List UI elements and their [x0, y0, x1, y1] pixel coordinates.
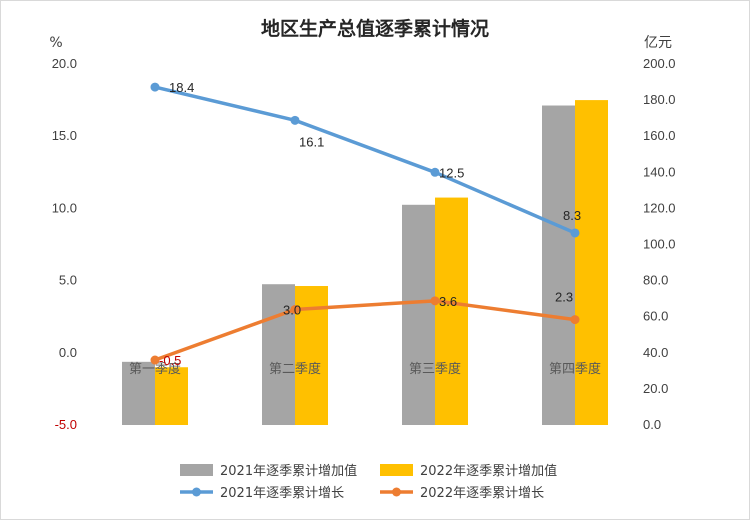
data-label: 3.0: [283, 302, 301, 317]
legend-swatch-marker: [392, 487, 401, 497]
data-label: 2.3: [555, 290, 573, 305]
data-label: 3.6: [439, 294, 457, 309]
right-axis-tick: 100.0: [643, 237, 676, 252]
right-axis-tick: 120.0: [643, 200, 676, 215]
line-point-2-1: [150, 355, 160, 365]
legend-swatch-marker: [192, 487, 201, 497]
line-point-2-2: [290, 304, 300, 314]
line-point-1-4: [570, 228, 580, 238]
lines-layer: [150, 82, 580, 365]
line-series-1: [153, 85, 577, 235]
data-label: 18.4: [169, 80, 194, 95]
data-label: -0.5: [159, 353, 181, 368]
left-axis-tick: 20.0: [52, 56, 77, 71]
data-labels-layer: 18.4 16.1 12.5 8.3 -0.5 3.0 3.6 2.3: [159, 80, 581, 368]
right-axis-tick: 0.0: [643, 417, 661, 432]
line-point-1-2: [290, 115, 300, 125]
left-axis-tick: 10.0: [52, 200, 77, 215]
line-point-1-1: [150, 82, 160, 92]
legend-label: 2022年逐季累计增长: [420, 486, 544, 501]
legend-label: 2021年逐季累计增加值: [220, 463, 357, 479]
legend-swatch-bar: [380, 464, 413, 476]
line-series-2: [153, 299, 577, 362]
data-label: 12.5: [439, 165, 464, 180]
right-axis-unit: 亿元: [644, 35, 672, 51]
left-axis-tick: 0.0: [59, 345, 77, 360]
bar-1-4: [542, 105, 575, 425]
left-axis-tick: -5.0: [55, 417, 77, 432]
bar-2-3: [435, 197, 468, 425]
line-point-2-3: [430, 296, 440, 306]
right-axis-tick: 80.0: [643, 273, 668, 288]
ticks-layer: 20.0 15.0 10.0 5.0 0.0 -5.0 200.0 180.0 160.0 140…: [52, 56, 676, 432]
category-label: 第一季度: [129, 361, 181, 377]
right-axis-tick: 160.0: [643, 128, 676, 143]
bar-1-3: [402, 204, 435, 425]
right-axis-tick: 180.0: [643, 92, 676, 107]
bar-2-1: [155, 367, 188, 425]
bar-1-1: [122, 361, 155, 425]
bars-layer: [122, 100, 608, 425]
category-label: 第四季度: [549, 361, 601, 377]
chart-title: 地区生产总值逐季累计情况: [261, 17, 489, 40]
legend-swatch-bar: [180, 464, 213, 476]
data-label: 16.1: [299, 134, 324, 149]
left-axis-unit: %: [49, 35, 62, 51]
line-point-1-3: [430, 167, 440, 177]
right-axis-tick: 40.0: [643, 345, 668, 360]
legend-label: 2021年逐季累计增长: [220, 486, 344, 501]
data-label: 8.3: [563, 208, 581, 223]
bar-2-4: [575, 100, 608, 425]
right-axis-tick: 20.0: [643, 381, 668, 396]
left-axis-tick: 5.0: [59, 273, 77, 288]
legend-label: 2022年逐季累计增加值: [420, 463, 557, 479]
right-axis-tick: 60.0: [643, 309, 668, 324]
legend: 2021年逐季累计增加值 2022年逐季累计增加值 2021年逐季累计增长 2022年…: [180, 463, 557, 501]
bar-1-2: [262, 284, 295, 425]
left-axis-tick: 15.0: [52, 128, 77, 143]
category-labels: 第一季度 第二季度 第三季度 第四季度: [129, 361, 601, 377]
category-label: 第三季度: [409, 361, 461, 377]
right-axis-tick: 200.0: [643, 56, 676, 71]
right-axis-tick: 140.0: [643, 164, 676, 179]
line-point-2-4: [570, 315, 580, 325]
category-label: 第二季度: [269, 361, 321, 377]
